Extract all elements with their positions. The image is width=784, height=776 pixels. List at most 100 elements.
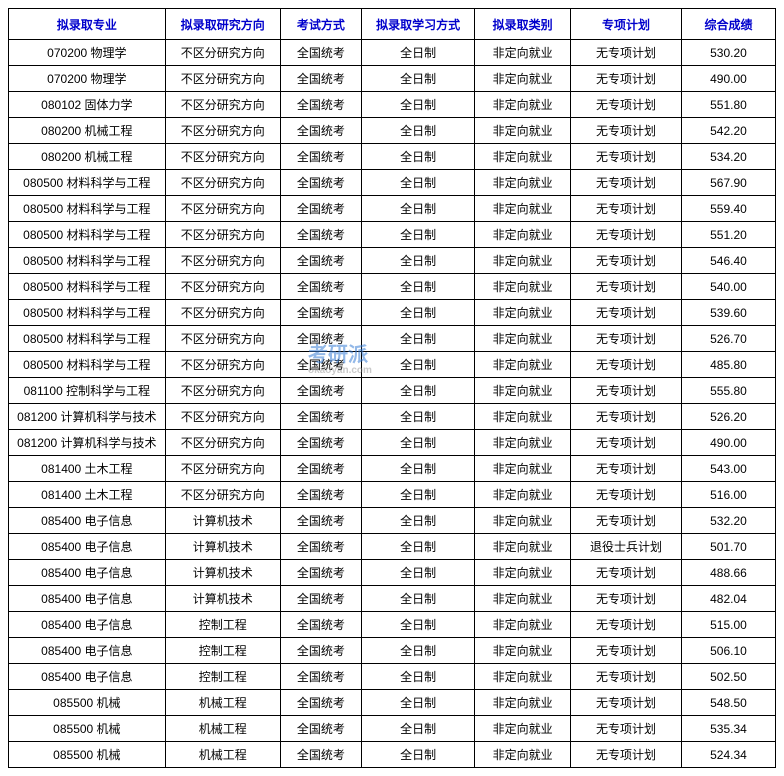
table-cell: 非定向就业 bbox=[475, 40, 571, 66]
table-row: 085500 机械机械工程全国统考全日制非定向就业无专项计划535.34 bbox=[9, 716, 776, 742]
table-cell: 非定向就业 bbox=[475, 66, 571, 92]
table-cell: 非定向就业 bbox=[475, 170, 571, 196]
table-cell: 不区分研究方向 bbox=[165, 66, 280, 92]
table-cell: 非定向就业 bbox=[475, 586, 571, 612]
table-cell: 567.90 bbox=[681, 170, 775, 196]
table-row: 081200 计算机科学与技术不区分研究方向全国统考全日制非定向就业无专项计划4… bbox=[9, 430, 776, 456]
table-cell: 全日制 bbox=[362, 326, 475, 352]
table-cell: 非定向就业 bbox=[475, 326, 571, 352]
table-row: 081400 土木工程不区分研究方向全国统考全日制非定向就业无专项计划543.0… bbox=[9, 456, 776, 482]
table-cell: 全日制 bbox=[362, 274, 475, 300]
col-header-direction: 拟录取研究方向 bbox=[165, 9, 280, 40]
admission-table: 拟录取专业 拟录取研究方向 考试方式 拟录取学习方式 拟录取类别 专项计划 综合… bbox=[8, 8, 776, 768]
table-cell: 全日制 bbox=[362, 118, 475, 144]
table-cell: 085400 电子信息 bbox=[9, 534, 166, 560]
table-cell: 全国统考 bbox=[280, 508, 362, 534]
table-cell: 全国统考 bbox=[280, 638, 362, 664]
table-cell: 全国统考 bbox=[280, 560, 362, 586]
table-cell: 080500 材料科学与工程 bbox=[9, 170, 166, 196]
table-cell: 532.20 bbox=[681, 508, 775, 534]
table-cell: 534.20 bbox=[681, 144, 775, 170]
table-row: 085400 电子信息控制工程全国统考全日制非定向就业无专项计划506.10 bbox=[9, 638, 776, 664]
table-cell: 081400 土木工程 bbox=[9, 456, 166, 482]
table-cell: 不区分研究方向 bbox=[165, 404, 280, 430]
table-cell: 526.70 bbox=[681, 326, 775, 352]
table-row: 080200 机械工程不区分研究方向全国统考全日制非定向就业无专项计划534.2… bbox=[9, 144, 776, 170]
table-cell: 无专项计划 bbox=[571, 222, 682, 248]
table-cell: 无专项计划 bbox=[571, 352, 682, 378]
table-row: 070200 物理学不区分研究方向全国统考全日制非定向就业无专项计划530.20 bbox=[9, 40, 776, 66]
table-cell: 不区分研究方向 bbox=[165, 378, 280, 404]
table-cell: 不区分研究方向 bbox=[165, 40, 280, 66]
table-cell: 非定向就业 bbox=[475, 612, 571, 638]
table-cell: 计算机技术 bbox=[165, 508, 280, 534]
table-cell: 全国统考 bbox=[280, 300, 362, 326]
table-cell: 全国统考 bbox=[280, 612, 362, 638]
table-cell: 非定向就业 bbox=[475, 482, 571, 508]
table-row: 080500 材料科学与工程不区分研究方向全国统考全日制非定向就业无专项计划56… bbox=[9, 170, 776, 196]
table-cell: 全国统考 bbox=[280, 378, 362, 404]
table-cell: 全国统考 bbox=[280, 144, 362, 170]
table-cell: 非定向就业 bbox=[475, 560, 571, 586]
table-cell: 非定向就业 bbox=[475, 92, 571, 118]
col-header-exam: 考试方式 bbox=[280, 9, 362, 40]
table-cell: 546.40 bbox=[681, 248, 775, 274]
table-cell: 085400 电子信息 bbox=[9, 586, 166, 612]
table-cell: 080500 材料科学与工程 bbox=[9, 222, 166, 248]
table-cell: 全日制 bbox=[362, 638, 475, 664]
table-cell: 无专项计划 bbox=[571, 404, 682, 430]
table-cell: 无专项计划 bbox=[571, 638, 682, 664]
table-cell: 全国统考 bbox=[280, 690, 362, 716]
table-row: 080500 材料科学与工程不区分研究方向全国统考全日制非定向就业无专项计划55… bbox=[9, 196, 776, 222]
table-cell: 085400 电子信息 bbox=[9, 664, 166, 690]
table-cell: 非定向就业 bbox=[475, 638, 571, 664]
table-cell: 全国统考 bbox=[280, 716, 362, 742]
table-cell: 全日制 bbox=[362, 508, 475, 534]
table-cell: 无专项计划 bbox=[571, 144, 682, 170]
table-cell: 机械工程 bbox=[165, 690, 280, 716]
table-cell: 515.00 bbox=[681, 612, 775, 638]
table-cell: 539.60 bbox=[681, 300, 775, 326]
table-row: 080500 材料科学与工程不区分研究方向全国统考全日制非定向就业无专项计划55… bbox=[9, 222, 776, 248]
table-cell: 全国统考 bbox=[280, 742, 362, 768]
table-cell: 全日制 bbox=[362, 430, 475, 456]
table-cell: 非定向就业 bbox=[475, 716, 571, 742]
col-header-major: 拟录取专业 bbox=[9, 9, 166, 40]
table-cell: 无专项计划 bbox=[571, 742, 682, 768]
table-cell: 555.80 bbox=[681, 378, 775, 404]
table-cell: 全国统考 bbox=[280, 482, 362, 508]
table-cell: 退役士兵计划 bbox=[571, 534, 682, 560]
table-cell: 530.20 bbox=[681, 40, 775, 66]
table-cell: 全国统考 bbox=[280, 352, 362, 378]
table-row: 085400 电子信息控制工程全国统考全日制非定向就业无专项计划515.00 bbox=[9, 612, 776, 638]
table-cell: 不区分研究方向 bbox=[165, 456, 280, 482]
table-cell: 非定向就业 bbox=[475, 118, 571, 144]
table-row: 085400 电子信息计算机技术全国统考全日制非定向就业无专项计划482.04 bbox=[9, 586, 776, 612]
table-cell: 非定向就业 bbox=[475, 196, 571, 222]
table-cell: 全国统考 bbox=[280, 170, 362, 196]
table-cell: 不区分研究方向 bbox=[165, 326, 280, 352]
table-cell: 非定向就业 bbox=[475, 248, 571, 274]
table-cell: 不区分研究方向 bbox=[165, 430, 280, 456]
table-cell: 无专项计划 bbox=[571, 560, 682, 586]
col-header-study: 拟录取学习方式 bbox=[362, 9, 475, 40]
table-cell: 全国统考 bbox=[280, 222, 362, 248]
table-cell: 全日制 bbox=[362, 170, 475, 196]
table-row: 080500 材料科学与工程不区分研究方向全国统考全日制非定向就业无专项计划53… bbox=[9, 300, 776, 326]
table-cell: 无专项计划 bbox=[571, 170, 682, 196]
col-header-score: 综合成绩 bbox=[681, 9, 775, 40]
table-row: 080200 机械工程不区分研究方向全国统考全日制非定向就业无专项计划542.2… bbox=[9, 118, 776, 144]
table-row: 085400 电子信息控制工程全国统考全日制非定向就业无专项计划502.50 bbox=[9, 664, 776, 690]
table-cell: 控制工程 bbox=[165, 664, 280, 690]
table-cell: 无专项计划 bbox=[571, 716, 682, 742]
table-cell: 非定向就业 bbox=[475, 274, 571, 300]
table-cell: 不区分研究方向 bbox=[165, 118, 280, 144]
table-cell: 全日制 bbox=[362, 482, 475, 508]
table-cell: 机械工程 bbox=[165, 716, 280, 742]
table-cell: 无专项计划 bbox=[571, 196, 682, 222]
table-cell: 506.10 bbox=[681, 638, 775, 664]
table-cell: 控制工程 bbox=[165, 612, 280, 638]
table-cell: 全日制 bbox=[362, 248, 475, 274]
table-cell: 全国统考 bbox=[280, 664, 362, 690]
table-cell: 非定向就业 bbox=[475, 534, 571, 560]
